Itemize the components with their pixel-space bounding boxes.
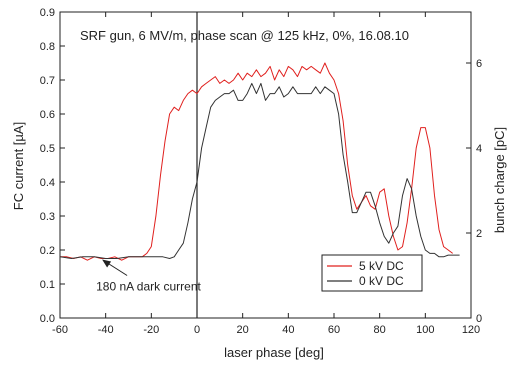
y2-tick-label: 2	[476, 228, 482, 240]
y2-tick-label: 0	[476, 313, 482, 325]
chart-title: SRF gun, 6 MV/m, phase scan @ 125 kHz, 0…	[80, 28, 409, 43]
x-tick-label: 0	[194, 324, 200, 336]
annotation-arrow-head	[102, 259, 112, 268]
x-axis-label: laser phase [deg]	[224, 345, 324, 360]
x-tick-label: 80	[374, 324, 386, 336]
series-line-5kv-dc	[60, 62, 454, 261]
legend-box	[321, 254, 423, 292]
plot-area	[59, 11, 472, 319]
y-tick-label: 0.1	[40, 279, 55, 291]
y-tick-label: 0.8	[40, 41, 55, 53]
y-tick-label: 0.3	[40, 211, 55, 223]
x-tick-label: 100	[416, 324, 434, 336]
plot-frame	[59, 11, 472, 319]
annotation-label: 180 nA dark current	[96, 280, 201, 294]
x-tick-label: -40	[98, 324, 114, 336]
annotation: 180 nA dark current	[96, 259, 201, 294]
y-tick-label: 0.9	[40, 7, 55, 19]
y2-tick-label: 6	[476, 58, 482, 70]
y2-tick-label: 4	[476, 143, 482, 155]
y-tick-label: 0.7	[40, 75, 55, 87]
x-tick-label: 60	[328, 324, 340, 336]
series-line-0kv-dc	[59, 82, 460, 259]
legend-label: 0 kV DC	[359, 274, 404, 288]
x-tick-label: -20	[143, 324, 159, 336]
axis-ticks: -60 -40 -20 0 20 40 60 80 100 1200.00.10.20.30.40…	[40, 7, 482, 336]
y-tick-label: 0.5	[40, 143, 55, 155]
series-lines	[59, 62, 460, 261]
x-tick-label: 120	[462, 324, 480, 336]
x-tick-label: 20	[237, 324, 249, 336]
y-tick-label: 0.0	[40, 313, 55, 325]
x-tick-label: 40	[282, 324, 294, 336]
y2-axis-label: bunch charge [pC]	[492, 127, 507, 233]
y-tick-label: 0.2	[40, 245, 55, 257]
y-tick-label: 0.6	[40, 109, 55, 121]
y-axis-label: FC current [µA]	[11, 122, 26, 210]
legend: 5 kV DC0 kV DC	[321, 254, 423, 292]
y-tick-label: 0.4	[40, 177, 55, 189]
x-tick-label: -60	[52, 324, 68, 336]
legend-label: 5 kV DC	[359, 259, 404, 273]
